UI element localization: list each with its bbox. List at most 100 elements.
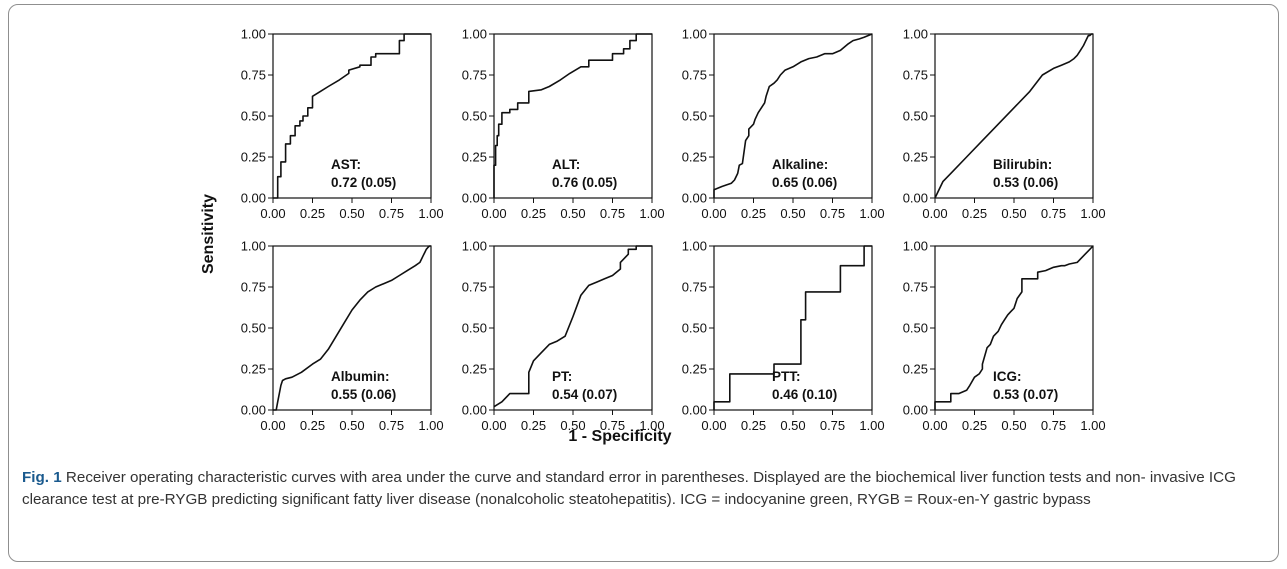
figure-frame: [8, 4, 1279, 562]
x-tick-label: 0.75: [820, 418, 845, 433]
x-tick-label: 1.00: [418, 206, 443, 221]
x-tick-label: 0.50: [1001, 206, 1026, 221]
x-tick-label: 0.50: [560, 206, 585, 221]
x-tick-label: 0.25: [962, 418, 987, 433]
x-tick-label: 0.75: [379, 418, 404, 433]
roc-panel-bilirubin: 0.000.00 0.25 0.25 0.50 0.50 0.75 0.75 1.00 1.00…: [903, 27, 1106, 222]
x-tick-label: 0.75: [1041, 206, 1066, 221]
y-tick-label: 0.25: [241, 150, 266, 165]
auc-label-value: 0.65 (0.06): [772, 175, 837, 190]
y-tick-label: 0.75: [682, 68, 707, 83]
y-tick-label: 0.75: [462, 280, 487, 295]
y-tick-label: 1.00: [241, 239, 266, 254]
auc-label-name: PT:: [552, 369, 572, 384]
y-tick-label: 0.00: [241, 191, 266, 206]
x-tick-label: 1.00: [418, 418, 443, 433]
x-tick-label: 0.50: [780, 206, 805, 221]
y-tick-label: 0.00: [241, 403, 266, 418]
x-tick-label: 0.00: [922, 418, 947, 433]
x-tick-label: 0.25: [962, 206, 987, 221]
x-tick-label: 0.00: [260, 418, 285, 433]
plot-frame: [493, 245, 653, 411]
x-tick-label: 0.00: [260, 206, 285, 221]
x-tick-label: 0.75: [1041, 418, 1066, 433]
y-tick-label: 0.25: [903, 362, 928, 377]
roc-curve-bilirubin: [934, 33, 1093, 199]
y-tick-label: 0.75: [241, 280, 266, 295]
x-axis-title: 1 - Specificity: [568, 428, 671, 445]
x-tick-label: 1.00: [1080, 418, 1105, 433]
y-tick-label: 0.00: [462, 191, 487, 206]
roc-curve-pt: [493, 245, 652, 408]
y-tick-label: 0.75: [462, 68, 487, 83]
x-tick-label: 0.25: [521, 418, 546, 433]
x-tick-label: 0.50: [1001, 418, 1026, 433]
roc-curve-ast: [273, 33, 431, 199]
plot-frame: [934, 33, 1094, 199]
x-tick-label: 0.00: [481, 418, 506, 433]
y-tick-label: 1.00: [903, 27, 928, 42]
auc-label-value: 0.53 (0.07): [993, 387, 1058, 402]
plot-frame: [272, 33, 432, 199]
auc-label-value: 0.55 (0.06): [331, 387, 396, 402]
plot-frame: [934, 245, 1094, 411]
y-tick-label: 0.50: [903, 321, 928, 336]
y-tick-label: 0.75: [682, 280, 707, 295]
roc-figure: Sensitivity 1 - Specificity 0.000.000.25…: [200, 27, 1106, 446]
auc-label-name: ALT:: [552, 157, 580, 172]
plot-frame: [493, 33, 653, 199]
auc-label-name: Bilirubin:: [993, 157, 1052, 172]
roc-panels: 0.000.000.250.250.500.500.750.751.001.00…: [241, 27, 1106, 434]
y-tick-label: 0.50: [462, 321, 487, 336]
x-tick-label: 1.00: [639, 418, 664, 433]
x-tick-label: 0.00: [481, 206, 506, 221]
y-tick-label: 0.25: [903, 150, 928, 165]
x-tick-label: 0.25: [300, 206, 325, 221]
roc-curve-albumin: [273, 245, 431, 411]
x-tick-label: 0.25: [300, 418, 325, 433]
x-tick-label: 0.00: [701, 418, 726, 433]
x-tick-label: 0.50: [339, 418, 364, 433]
y-tick-label: 0.50: [462, 109, 487, 124]
x-tick-label: 0.75: [820, 206, 845, 221]
y-tick-label: 0.50: [241, 109, 266, 124]
y-tick-label: 0.50: [903, 109, 928, 124]
x-tick-label: 0.25: [521, 206, 546, 221]
x-tick-label: 0.75: [379, 206, 404, 221]
x-tick-label: 0.50: [339, 206, 364, 221]
x-tick-label: 1.00: [1080, 206, 1105, 221]
x-tick-label: 0.25: [741, 206, 766, 221]
roc-panel-ptt: 0.000.00 0.25 0.25 0.50 0.50 0.75 0.75 1.00 1.00…: [682, 239, 885, 434]
y-tick-label: 0.75: [241, 68, 266, 83]
roc-panel-pt: 0.000.00 0.25 0.25 0.50 0.50 0.75 0.75 1.00 1.00…: [462, 239, 665, 434]
y-tick-label: 0.25: [241, 362, 266, 377]
x-tick-label: 1.00: [639, 206, 664, 221]
x-tick-label: 0.50: [560, 418, 585, 433]
caption-label: Fig. 1: [22, 469, 62, 486]
x-tick-label: 0.00: [922, 206, 947, 221]
roc-curve-alt: [493, 33, 652, 198]
y-tick-label: 1.00: [903, 239, 928, 254]
auc-label-value: 0.54 (0.07): [552, 387, 617, 402]
x-tick-label: 1.00: [859, 206, 884, 221]
y-tick-label: 0.25: [462, 150, 487, 165]
y-tick-label: 0.75: [903, 68, 928, 83]
y-tick-label: 1.00: [462, 27, 487, 42]
roc-curve-icg: [934, 245, 1094, 410]
auc-label-name: PTT:: [772, 369, 801, 384]
auc-label-name: ICG:: [993, 369, 1022, 384]
y-tick-label: 0.50: [241, 321, 266, 336]
roc-panel-albumin: 0.000.00 0.25 0.25 0.50 0.50 0.75 0.75 1.00 1.00…: [241, 239, 444, 434]
y-tick-label: 1.00: [241, 27, 266, 42]
auc-label-value: 0.72 (0.05): [331, 175, 396, 190]
y-axis-title: Sensitivity: [200, 194, 217, 274]
y-tick-label: 0.50: [682, 321, 707, 336]
x-tick-label: 0.50: [780, 418, 805, 433]
roc-panel-alt: 0.000.00 0.25 0.25 0.50 0.50 0.75 0.75 1.00 1.00…: [462, 27, 665, 222]
auc-label-value: 0.76 (0.05): [552, 175, 617, 190]
y-tick-label: 0.00: [903, 403, 928, 418]
y-tick-label: 0.25: [682, 150, 707, 165]
x-tick-label: 0.75: [600, 206, 625, 221]
roc-curve-ptt: [713, 245, 872, 410]
y-tick-label: 0.25: [682, 362, 707, 377]
